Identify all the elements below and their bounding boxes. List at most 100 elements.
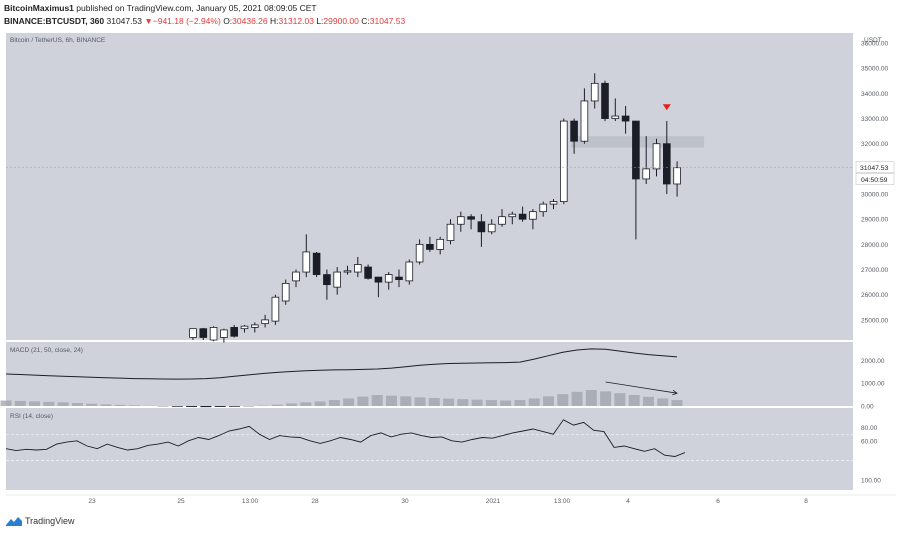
high-label: H: xyxy=(270,16,279,26)
time-tick-label: 30 xyxy=(401,498,409,505)
candle-bear-body xyxy=(518,213,527,220)
price-tick-label: 34000.00 xyxy=(861,91,888,98)
macd-histogram-bar xyxy=(86,403,98,406)
candle xyxy=(590,73,599,109)
macd-histogram-bar xyxy=(485,400,497,406)
candle-bear-body xyxy=(632,120,640,180)
candle-bull-body xyxy=(549,201,558,205)
footer-brand[interactable]: TradingView xyxy=(25,516,75,526)
open-value: 30436.26 xyxy=(232,16,268,26)
candle-bear-body xyxy=(663,143,671,185)
price-tick-label: 30000.00 xyxy=(861,192,888,199)
price-tick-label: 28000.00 xyxy=(861,242,888,249)
candle xyxy=(240,324,249,333)
macd-histogram-bar xyxy=(400,396,412,406)
time-tick-label: 2021 xyxy=(486,498,501,505)
candle-bull-body xyxy=(189,328,197,338)
macd-histogram-bar xyxy=(171,406,183,407)
candle xyxy=(549,199,558,210)
candle-bull-body xyxy=(353,264,362,273)
candle xyxy=(250,322,259,333)
rsi-line xyxy=(5,419,686,457)
countdown-tag xyxy=(855,173,895,185)
candle-bull-body xyxy=(446,223,455,242)
open-label: O: xyxy=(223,16,233,26)
candle-bull-body xyxy=(529,211,537,220)
macd-histogram-bar xyxy=(100,404,112,406)
macd-histogram-bar xyxy=(43,401,55,406)
rsi-tick-label: 60.00 xyxy=(861,438,878,445)
price-tick-label: 29000.00 xyxy=(861,217,888,224)
close-label: C: xyxy=(361,16,370,26)
candle xyxy=(199,327,208,340)
candle xyxy=(456,211,465,232)
candle-bull-body xyxy=(498,216,506,225)
candle-bull-body xyxy=(560,120,568,202)
macd-line xyxy=(5,348,678,380)
macd-histogram-bar xyxy=(128,405,140,406)
candle xyxy=(302,234,311,278)
macd-histogram-bar xyxy=(200,406,212,408)
candle xyxy=(343,265,352,275)
candle xyxy=(292,269,300,288)
candle-bear-body xyxy=(467,216,475,220)
candle xyxy=(395,269,403,288)
macd-tick-label: 2000.00 xyxy=(861,358,885,365)
publish-info: published on TradingView.com, January 05… xyxy=(73,3,317,13)
candle xyxy=(560,118,568,205)
price-tick-label: 26000.00 xyxy=(861,292,888,299)
header-line-2: BINANCE:BTCUSDT, 360 31047.53 ▼−941.18 (… xyxy=(4,16,405,26)
candle-bull-body xyxy=(240,325,249,330)
author-name[interactable]: BitcoinMaximus1 xyxy=(4,3,74,13)
rsi-tick-label: 100.00 xyxy=(861,478,881,485)
macd-histogram-bar xyxy=(385,395,397,406)
macd-histogram-bar xyxy=(300,402,312,406)
candle xyxy=(271,294,280,325)
candle-bull-body xyxy=(539,203,547,213)
macd-histogram-bar xyxy=(414,397,426,406)
macd-histogram-bar xyxy=(343,398,355,406)
candle-bull-body xyxy=(436,238,444,250)
candle xyxy=(446,219,455,245)
candle xyxy=(230,324,239,338)
candle xyxy=(364,264,372,280)
candle-bear-body xyxy=(395,276,403,281)
macd-histogram-bar xyxy=(500,400,512,406)
candle xyxy=(405,259,414,285)
price-pane-title: Bitcoin / TetherUS, 6h, BINANCE xyxy=(10,37,106,44)
footer: TradingView xyxy=(6,516,75,526)
macd-histogram-bar xyxy=(614,393,626,406)
macd-histogram-bar xyxy=(642,396,654,406)
macd-histogram-bar xyxy=(457,399,469,406)
macd-histogram-bar xyxy=(357,396,369,406)
candle-bull-body xyxy=(456,216,465,225)
macd-histogram-bar xyxy=(29,401,41,406)
candle-bull-body xyxy=(611,115,620,119)
candle-bull-body xyxy=(261,319,269,325)
macd-histogram-bar xyxy=(214,406,226,407)
macd-histogram-bar xyxy=(286,403,298,406)
macd-histogram-bar xyxy=(186,406,198,407)
arrow-head-icon xyxy=(672,389,678,396)
macd-histogram-bar xyxy=(600,391,612,406)
macd-histogram-bar xyxy=(371,395,383,406)
macd-histogram-bar xyxy=(443,398,455,406)
time-tick-label: 13:00 xyxy=(242,498,259,505)
time-tick-label: 8 xyxy=(804,498,808,505)
candle-bull-body xyxy=(580,100,589,142)
candle-bear-body xyxy=(477,221,486,233)
candle xyxy=(611,98,620,122)
candle-bull-body xyxy=(384,274,393,283)
time-tick-label: 23 xyxy=(88,498,96,505)
time-tick-label: 13:00 xyxy=(554,498,571,505)
macd-histogram-bar xyxy=(228,406,240,407)
macd-histogram-bar xyxy=(428,398,440,406)
candle xyxy=(642,136,650,184)
macd-histogram-bar xyxy=(571,391,583,406)
rsi-tick-label: 80.00 xyxy=(861,425,878,432)
candle xyxy=(580,88,589,144)
low-label: L: xyxy=(316,16,324,26)
macd-histogram-bar xyxy=(657,398,669,406)
price-tick-label: 36000.00 xyxy=(861,41,888,48)
